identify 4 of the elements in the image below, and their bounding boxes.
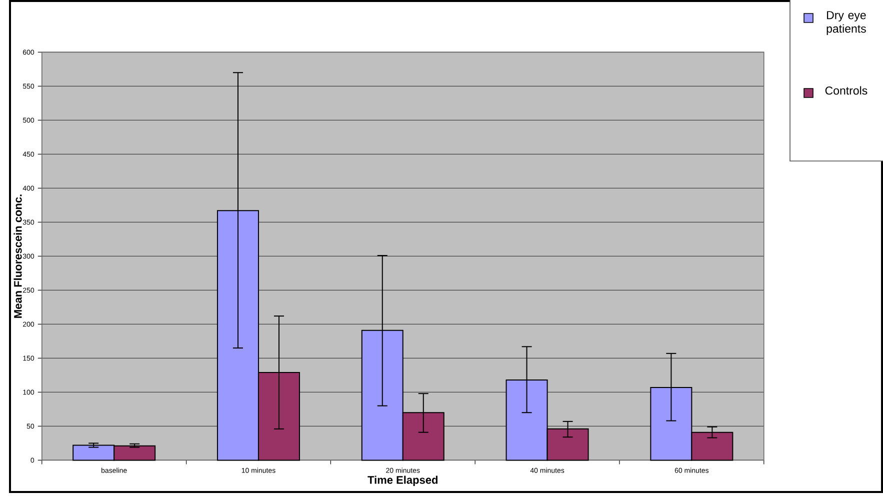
legend-label: Dry eye patients (826, 11, 866, 35)
legend-label: Controls (825, 86, 868, 95)
y-axis-title: Mean Fluorescein conc. (14, 194, 22, 318)
x-axis-title: Time Elapsed (368, 476, 438, 486)
